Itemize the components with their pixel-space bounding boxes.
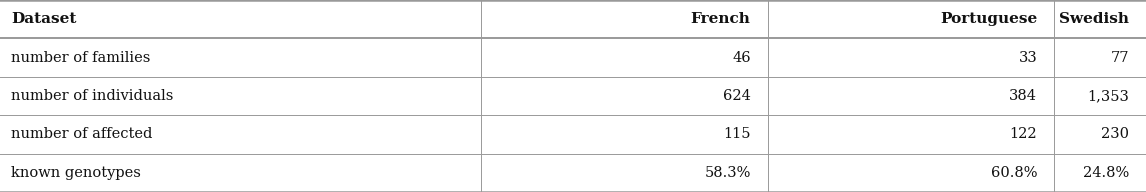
Text: 384: 384 bbox=[1010, 89, 1037, 103]
Text: 46: 46 bbox=[732, 51, 751, 65]
Text: 24.8%: 24.8% bbox=[1083, 166, 1129, 180]
Text: Portuguese: Portuguese bbox=[940, 12, 1037, 26]
Text: 624: 624 bbox=[723, 89, 751, 103]
Text: number of families: number of families bbox=[11, 51, 151, 65]
Text: 122: 122 bbox=[1010, 127, 1037, 141]
Text: 115: 115 bbox=[723, 127, 751, 141]
Text: 77: 77 bbox=[1110, 51, 1129, 65]
Text: French: French bbox=[691, 12, 751, 26]
Text: 60.8%: 60.8% bbox=[990, 166, 1037, 180]
Text: 230: 230 bbox=[1101, 127, 1129, 141]
Text: Swedish: Swedish bbox=[1059, 12, 1129, 26]
Text: Dataset: Dataset bbox=[11, 12, 77, 26]
Text: 58.3%: 58.3% bbox=[705, 166, 751, 180]
Text: number of affected: number of affected bbox=[11, 127, 152, 141]
Text: known genotypes: known genotypes bbox=[11, 166, 141, 180]
Text: 33: 33 bbox=[1019, 51, 1037, 65]
Text: 1,353: 1,353 bbox=[1086, 89, 1129, 103]
Text: number of individuals: number of individuals bbox=[11, 89, 174, 103]
